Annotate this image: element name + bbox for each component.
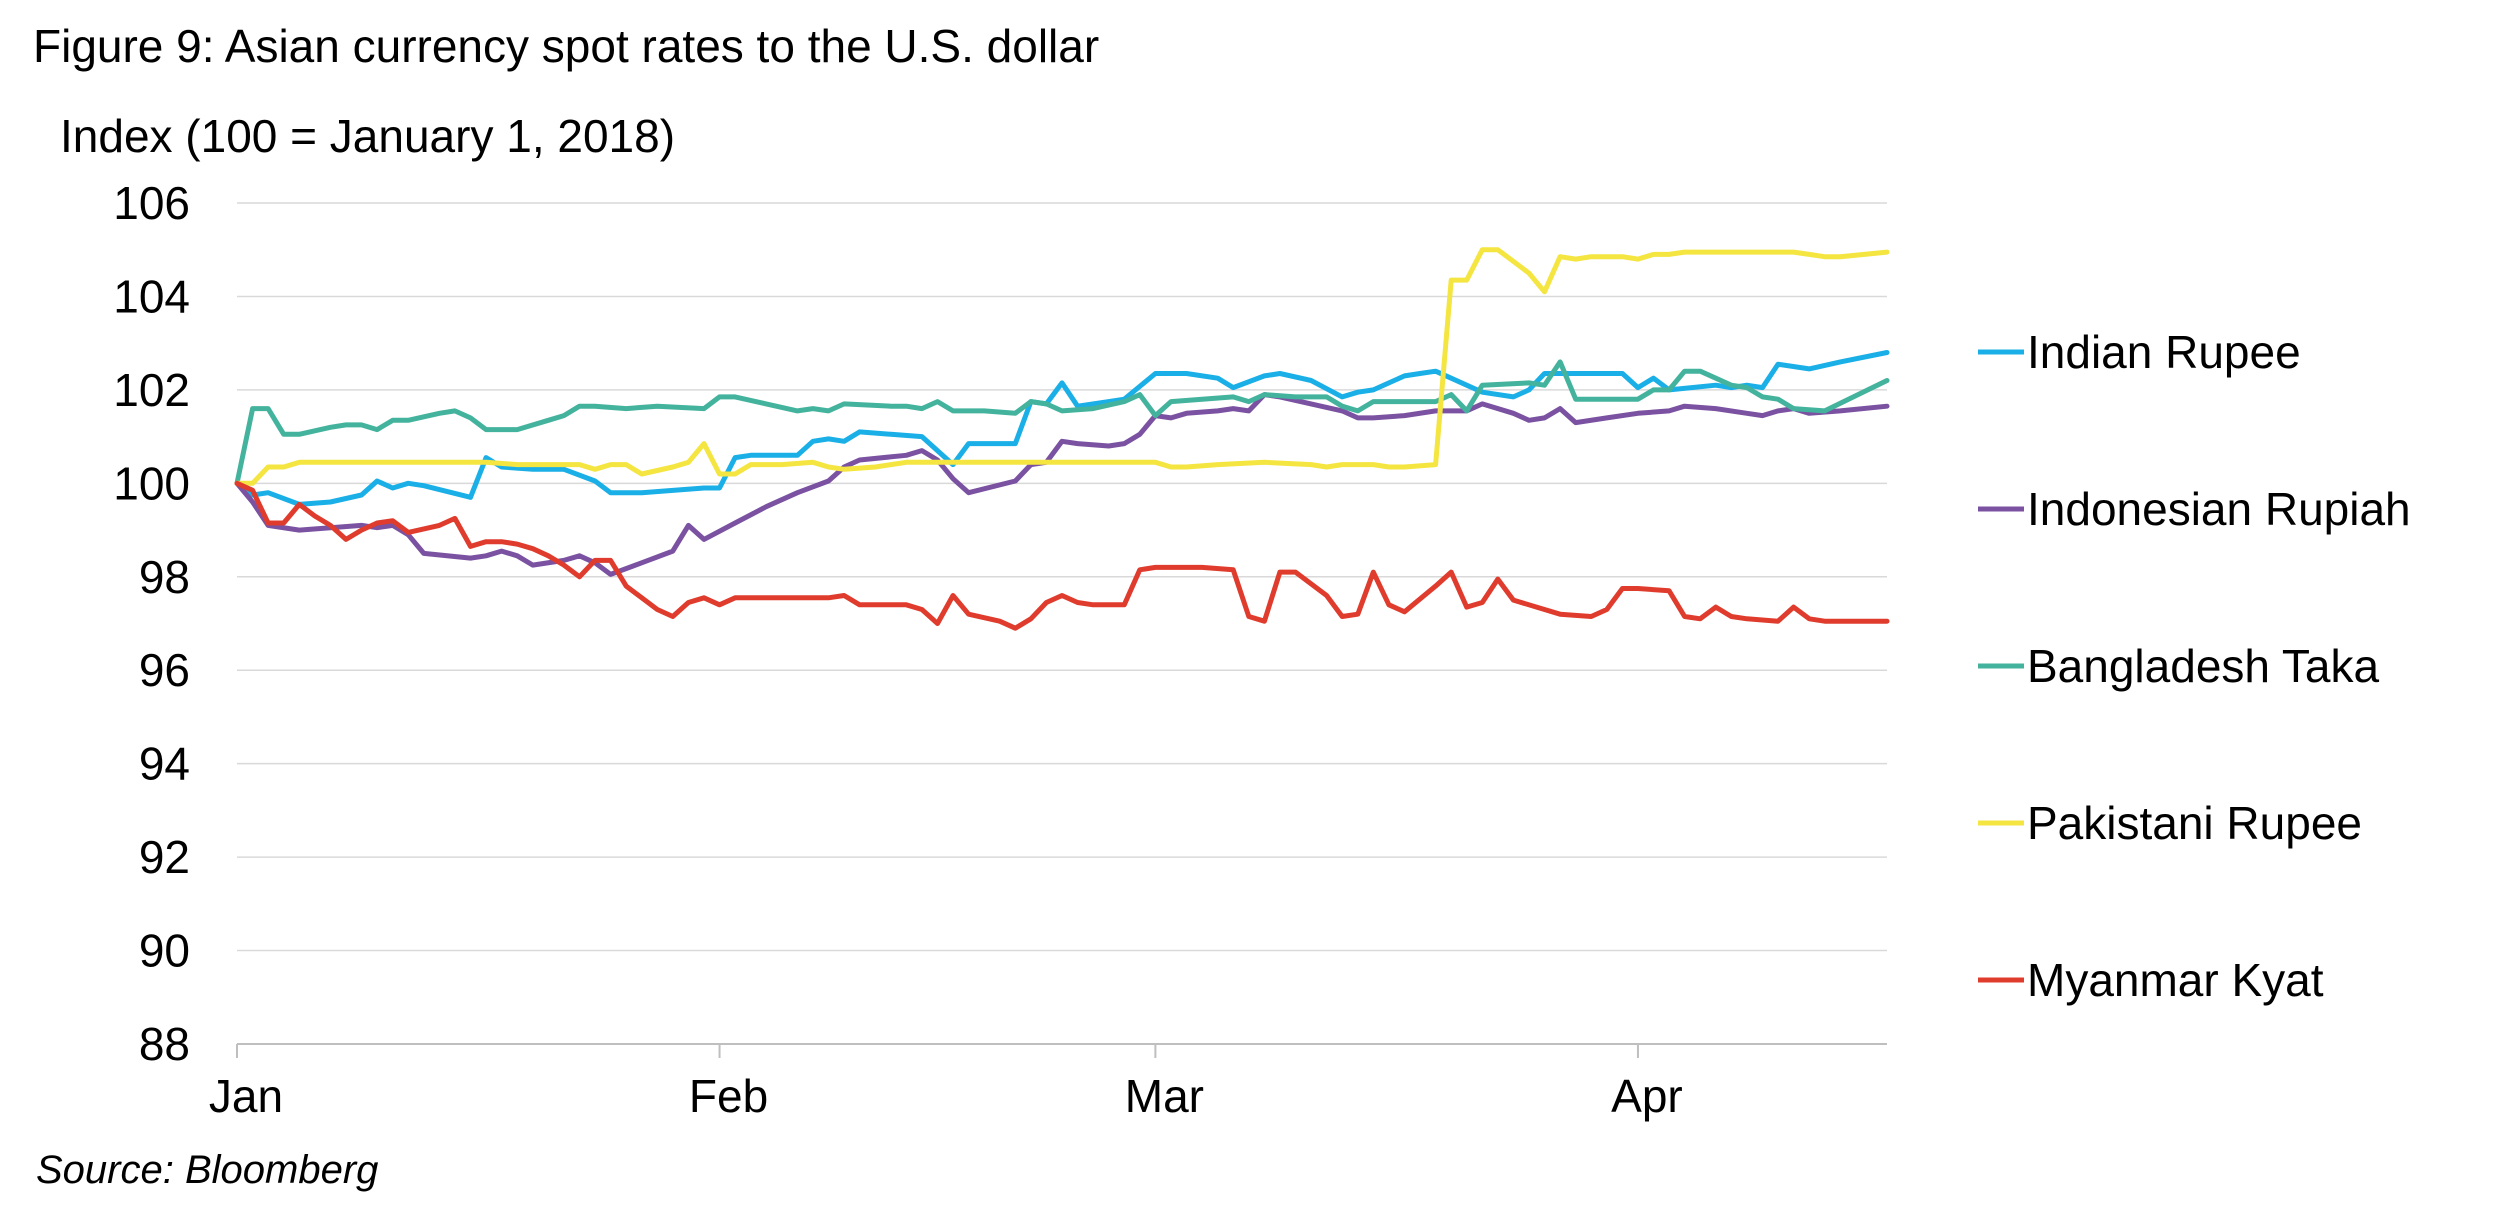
legend: Indian Rupee Indonesian Rupiah Bangladesh … <box>1978 326 2411 1006</box>
x-tick-label: Apr <box>1611 1070 1683 1122</box>
y-tick-label: 92 <box>139 831 190 883</box>
y-tick-label: 96 <box>139 644 190 696</box>
y-tick-label: 104 <box>113 270 190 322</box>
y-tick-label: 102 <box>113 364 190 416</box>
legend-label-indian-rupee: Indian Rupee <box>2027 326 2301 378</box>
legend-label-myanmar-kyat: Myanmar Kyat <box>2027 954 2324 1006</box>
series-lines <box>234 247 1890 631</box>
y-tick-label: 106 <box>113 177 190 229</box>
series-line-indonesian-rupiah <box>234 392 1890 577</box>
legend-label-indonesian-rupiah: Indonesian Rupiah <box>2027 483 2411 535</box>
legend-label-bangladesh-taka: Bangladesh Taka <box>2027 640 2380 692</box>
y-tick-label: 94 <box>139 738 190 790</box>
gridlines <box>237 202 1887 1045</box>
y-tick-label: 88 <box>139 1018 190 1070</box>
y-axis-label: Index (100 = January 1, 2018) <box>60 110 675 162</box>
y-axis-ticks: 88 90 92 94 96 98 100 102 104 106 <box>113 177 190 1070</box>
legend-label-pakistani-rupee: Pakistani Rupee <box>2027 797 2362 849</box>
y-tick-label: 98 <box>139 551 190 603</box>
y-tick-label: 100 <box>113 457 190 509</box>
series-line-pakistani-rupee <box>234 247 1890 486</box>
x-tick-label: Jan <box>209 1070 283 1122</box>
x-axis: Jan Feb Mar Apr <box>209 1043 1887 1122</box>
x-tick-label: Mar <box>1125 1070 1204 1122</box>
y-tick-label: 90 <box>139 925 190 977</box>
x-tick-label: Feb <box>689 1070 768 1122</box>
series-line-bangladesh-taka <box>234 359 1890 486</box>
source-note: Source: Bloomberg <box>36 1148 378 1192</box>
chart-title: Figure 9: Asian currency spot rates to t… <box>33 20 1099 72</box>
series-line-myanmar-kyat <box>234 480 1890 631</box>
